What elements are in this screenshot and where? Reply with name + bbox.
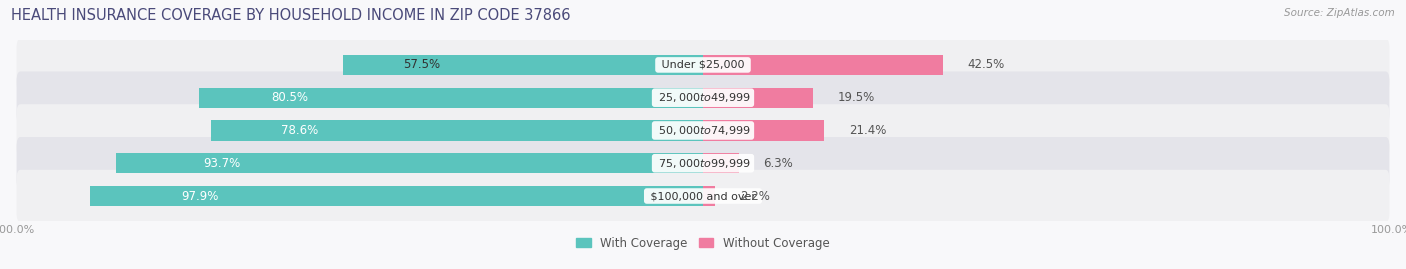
FancyBboxPatch shape [17, 39, 1389, 91]
FancyBboxPatch shape [17, 137, 1389, 189]
Text: HEALTH INSURANCE COVERAGE BY HOUSEHOLD INCOME IN ZIP CODE 37866: HEALTH INSURANCE COVERAGE BY HOUSEHOLD I… [11, 8, 571, 23]
Bar [117, 153, 703, 174]
Bar [703, 55, 942, 75]
Bar [211, 120, 703, 141]
Text: Under $25,000: Under $25,000 [658, 60, 748, 70]
Text: $50,000 to $74,999: $50,000 to $74,999 [655, 124, 751, 137]
Bar [198, 87, 703, 108]
Text: 6.3%: 6.3% [763, 157, 793, 170]
Text: 80.5%: 80.5% [271, 91, 308, 104]
Text: 78.6%: 78.6% [281, 124, 318, 137]
FancyBboxPatch shape [17, 104, 1389, 157]
Text: $75,000 to $99,999: $75,000 to $99,999 [655, 157, 751, 170]
Text: 97.9%: 97.9% [181, 189, 219, 203]
Text: $100,000 and over: $100,000 and over [647, 191, 759, 201]
Bar [703, 87, 813, 108]
Text: Source: ZipAtlas.com: Source: ZipAtlas.com [1284, 8, 1395, 18]
FancyBboxPatch shape [17, 72, 1389, 124]
Text: 2.2%: 2.2% [741, 189, 770, 203]
Bar [343, 55, 703, 75]
Text: 21.4%: 21.4% [849, 124, 886, 137]
Legend: With Coverage, Without Coverage: With Coverage, Without Coverage [572, 232, 834, 254]
Text: $25,000 to $49,999: $25,000 to $49,999 [655, 91, 751, 104]
Text: 42.5%: 42.5% [967, 58, 1005, 72]
Text: 57.5%: 57.5% [404, 58, 440, 72]
Text: 93.7%: 93.7% [202, 157, 240, 170]
Text: 19.5%: 19.5% [838, 91, 875, 104]
Bar [703, 153, 738, 174]
Bar [703, 186, 716, 206]
FancyBboxPatch shape [17, 170, 1389, 222]
Bar [703, 120, 824, 141]
Bar [90, 186, 703, 206]
